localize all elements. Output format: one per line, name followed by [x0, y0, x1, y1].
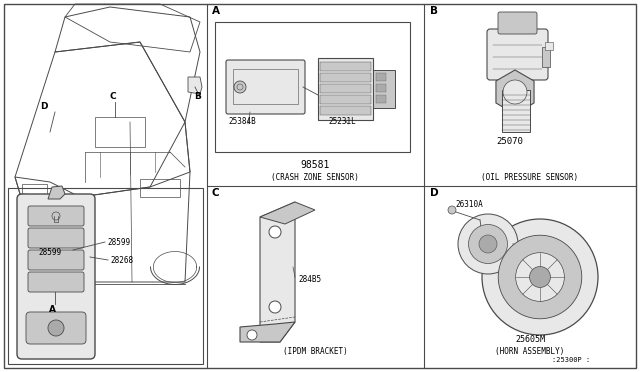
Polygon shape — [260, 202, 315, 224]
Circle shape — [479, 235, 497, 253]
Bar — [376, 73, 386, 81]
Circle shape — [48, 320, 64, 336]
Circle shape — [503, 80, 527, 104]
FancyBboxPatch shape — [28, 228, 84, 248]
Text: 28599: 28599 — [107, 238, 130, 247]
Text: 28268: 28268 — [110, 256, 133, 265]
Circle shape — [269, 226, 281, 238]
FancyBboxPatch shape — [28, 250, 84, 270]
Text: (CRASH ZONE SENSOR): (CRASH ZONE SENSOR) — [271, 173, 359, 182]
Circle shape — [269, 301, 281, 313]
Circle shape — [458, 214, 518, 274]
FancyBboxPatch shape — [487, 29, 548, 80]
Text: D: D — [40, 102, 47, 111]
Bar — [376, 84, 386, 92]
FancyBboxPatch shape — [498, 12, 537, 34]
Circle shape — [234, 81, 246, 93]
Polygon shape — [48, 186, 65, 199]
Text: (HORN ASSEMBLY): (HORN ASSEMBLY) — [495, 347, 564, 356]
Text: (IPDM BRACKET): (IPDM BRACKET) — [283, 347, 348, 356]
Bar — [215, 22, 410, 152]
Text: (OIL PRESSURE SENSOR): (OIL PRESSURE SENSOR) — [481, 173, 579, 182]
Text: :25300P :: :25300P : — [552, 357, 590, 363]
Bar — [320, 106, 371, 115]
Text: D: D — [430, 188, 438, 198]
FancyBboxPatch shape — [28, 272, 84, 292]
Bar — [95, 117, 145, 147]
Text: A: A — [49, 305, 56, 314]
FancyBboxPatch shape — [17, 194, 95, 359]
Polygon shape — [260, 202, 295, 342]
Text: C: C — [212, 188, 220, 198]
FancyBboxPatch shape — [28, 206, 84, 226]
FancyBboxPatch shape — [226, 60, 305, 114]
Circle shape — [247, 330, 257, 340]
Bar — [320, 73, 371, 82]
FancyBboxPatch shape — [26, 312, 86, 344]
Bar — [320, 95, 371, 104]
Text: B: B — [430, 6, 438, 16]
Circle shape — [448, 206, 456, 214]
Bar — [542, 47, 550, 67]
Bar — [320, 84, 371, 93]
Polygon shape — [496, 70, 534, 114]
Bar — [8, 188, 203, 364]
Text: C: C — [109, 92, 116, 101]
Polygon shape — [468, 232, 500, 267]
Text: 26310A: 26310A — [455, 200, 483, 209]
Text: 25384B: 25384B — [228, 117, 256, 126]
Bar — [545, 42, 553, 50]
Text: A: A — [212, 6, 220, 16]
Circle shape — [468, 224, 508, 263]
Bar — [376, 95, 386, 103]
Circle shape — [482, 219, 598, 335]
Text: 284B5: 284B5 — [298, 275, 321, 284]
Bar — [373, 70, 395, 108]
Text: 28599: 28599 — [38, 248, 61, 257]
Text: 25605M: 25605M — [515, 335, 545, 344]
Circle shape — [499, 235, 582, 319]
Bar — [502, 90, 530, 132]
Text: B: B — [194, 92, 201, 101]
Bar — [318, 58, 373, 120]
Polygon shape — [240, 322, 295, 342]
Bar — [140, 179, 180, 197]
Text: 98581: 98581 — [300, 160, 330, 170]
Text: 25231L: 25231L — [328, 117, 356, 126]
Text: 25070: 25070 — [497, 137, 524, 146]
Circle shape — [529, 267, 550, 288]
Bar — [320, 62, 371, 71]
Bar — [22, 184, 47, 204]
Polygon shape — [188, 77, 202, 94]
Circle shape — [516, 253, 564, 301]
